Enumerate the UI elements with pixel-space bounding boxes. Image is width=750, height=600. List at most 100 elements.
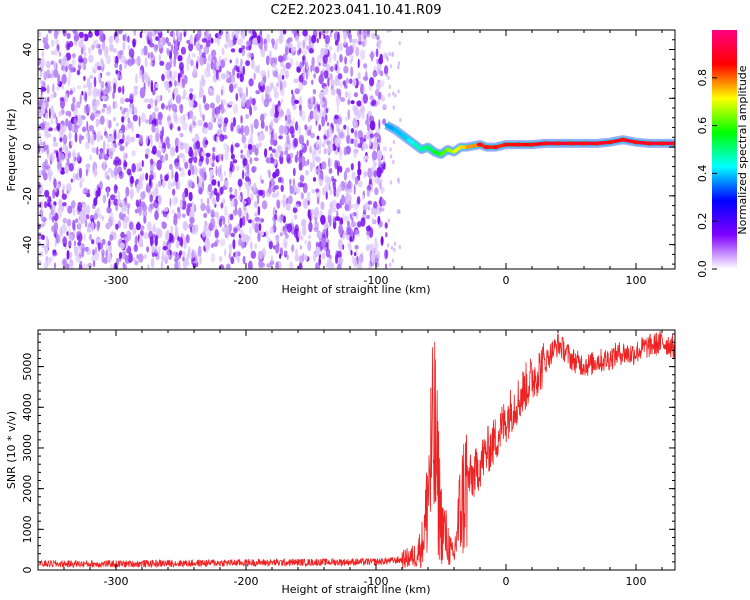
noise-blob (374, 187, 379, 196)
noise-blob (379, 220, 383, 228)
noise-blob (62, 258, 66, 269)
noise-blob (337, 116, 343, 125)
noise-blob (342, 80, 347, 86)
noise-blob (39, 70, 43, 78)
noise-blob (115, 69, 119, 75)
noise-blob (41, 216, 47, 223)
noise-blob (132, 227, 137, 234)
noise-blob (292, 167, 296, 177)
noise-blob (191, 248, 195, 259)
noise-blob (80, 63, 85, 68)
noise-blob (354, 252, 357, 257)
noise-blob (324, 34, 331, 45)
noise-blob (69, 90, 73, 95)
noise-blob (319, 231, 323, 239)
noise-blob (120, 231, 125, 239)
noise-blob (140, 191, 146, 200)
noise-blob (174, 80, 177, 87)
noise-blob (228, 101, 233, 106)
noise-blob (364, 202, 369, 210)
noise-blob (143, 45, 148, 56)
noise-blob (286, 56, 289, 61)
noise-blob (88, 54, 94, 63)
noise-blob (336, 250, 342, 258)
noise-blob (245, 175, 250, 182)
noise-blob (151, 111, 156, 121)
noise-blob (336, 45, 339, 52)
noise-blob (179, 133, 184, 138)
signal-peak (567, 141, 575, 146)
noise-blob (246, 40, 252, 46)
noise-blob (284, 114, 288, 122)
noise-blob (325, 248, 331, 258)
noise-blob (307, 240, 312, 252)
noise-blob (135, 235, 138, 246)
noise-blob (282, 53, 287, 62)
noise-blob (250, 250, 257, 259)
noise-blob (301, 226, 307, 236)
noise-blob (213, 187, 218, 196)
spectrogram-frame (37, 29, 676, 270)
noise-blob (42, 121, 47, 126)
noise-blob (249, 96, 252, 103)
noise-blob (350, 100, 355, 105)
signal-peak (515, 142, 523, 147)
noise-blob (106, 118, 109, 128)
noise-blob (112, 117, 117, 122)
noise-blob (150, 257, 155, 269)
noise-blob (62, 134, 68, 145)
noise-blob (356, 100, 362, 107)
noise-blob (235, 164, 240, 172)
noise-blob (171, 103, 178, 112)
noise-blob (58, 211, 62, 219)
noise-blob (52, 204, 56, 210)
noise-blob (389, 30, 392, 33)
noise-blob (367, 206, 371, 211)
noise-blob (321, 238, 327, 248)
noise-blob (237, 256, 240, 264)
noise-blob (77, 201, 83, 213)
noise-blob (131, 150, 136, 157)
noise-blob (171, 182, 175, 187)
noise-blob (242, 169, 245, 180)
noise-blob (292, 207, 298, 214)
noise-blob (199, 255, 202, 265)
noise-blob (111, 216, 115, 226)
noise-blob (236, 72, 240, 79)
noise-blob (257, 35, 261, 44)
noise-blob (235, 82, 238, 89)
noise-blob (376, 35, 380, 41)
noise-blob (314, 66, 320, 74)
noise-blob (161, 73, 165, 82)
noise-blob (273, 218, 276, 229)
noise-blob (109, 44, 114, 52)
noise-blob (301, 155, 306, 167)
noise-blob (107, 135, 112, 143)
noise-blob (198, 103, 202, 113)
noise-blob (253, 105, 258, 111)
noise-blob (154, 106, 159, 113)
noise-blob (71, 124, 75, 133)
noise-blob (261, 179, 264, 184)
noise-blob (318, 138, 322, 147)
noise-blob (207, 184, 212, 193)
x-tick-label: -200 (234, 575, 259, 588)
noise-blob (361, 142, 367, 150)
noise-blob (159, 174, 163, 179)
noise-blob (131, 257, 136, 262)
noise-blob (325, 262, 328, 268)
noise-blob (269, 226, 274, 235)
noise-blob (392, 159, 395, 165)
noise-blob (215, 94, 221, 104)
noise-blob (235, 92, 239, 101)
noise-blob (362, 194, 365, 200)
noise-blob (151, 226, 155, 234)
noise-blob (139, 69, 143, 79)
noise-blob (106, 206, 111, 214)
noise-blob (346, 30, 350, 36)
noise-blob (153, 199, 159, 209)
noise-blob (230, 256, 235, 265)
noise-blob (267, 69, 270, 79)
noise-blob (139, 134, 143, 145)
noise-blob (240, 115, 243, 124)
